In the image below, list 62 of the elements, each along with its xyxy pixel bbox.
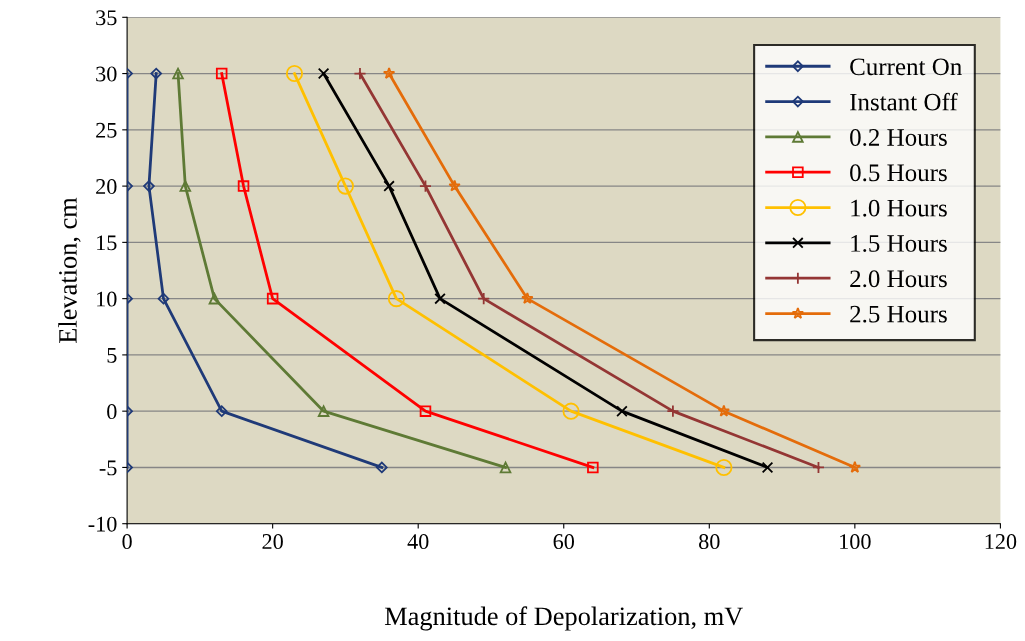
- point: [499, 461, 512, 474]
- point: [215, 67, 228, 80]
- point: [336, 177, 354, 195]
- point: [383, 180, 395, 192]
- x-axis-title: Magnitude of Depolarization, mV: [384, 606, 743, 631]
- point: [616, 405, 628, 417]
- legend-label: 2.5 Hours: [850, 305, 947, 323]
- y-tick-label: 35: [96, 10, 117, 26]
- point: [387, 290, 405, 308]
- y-tick-label: -5: [99, 460, 117, 476]
- y-axis-title: Elevation, cm: [58, 197, 81, 344]
- point: [587, 461, 599, 474]
- point: [317, 67, 330, 80]
- point: [353, 67, 367, 81]
- point: [477, 292, 491, 306]
- x-tick-label: 80: [699, 534, 720, 550]
- legend-label: 0.5 Hours: [850, 164, 947, 182]
- point: [848, 460, 862, 473]
- point: [285, 65, 304, 83]
- x-tick-label: 40: [407, 534, 429, 550]
- y-tick-label: 5: [107, 348, 117, 363]
- y-tick-label: 25: [96, 122, 117, 138]
- point: [562, 402, 580, 420]
- point: [382, 67, 396, 79]
- point: [666, 404, 680, 418]
- x-tick-label: 120: [985, 534, 1017, 550]
- point: [208, 292, 221, 305]
- x-tick-label: 0: [122, 534, 132, 550]
- point: [717, 404, 731, 417]
- point: [419, 179, 432, 193]
- point: [317, 405, 330, 417]
- legend-label: 0.2 Hours: [850, 129, 947, 146]
- legend-label: Current On: [850, 58, 962, 76]
- point: [715, 458, 733, 476]
- point: [215, 405, 228, 417]
- legend-label: 2.0 Hours: [850, 270, 947, 288]
- y-tick-label: 10: [97, 291, 117, 307]
- legend-label: 1.0 Hours: [851, 199, 947, 217]
- point: [761, 461, 774, 474]
- y-tick-label: -10: [88, 516, 117, 532]
- point: [419, 405, 432, 417]
- point: [434, 292, 446, 305]
- point: [237, 180, 250, 192]
- point: [812, 460, 825, 474]
- x-tick-label: 20: [262, 534, 283, 550]
- point: [143, 180, 155, 192]
- point: [448, 179, 461, 192]
- point: [375, 461, 388, 474]
- y-tick-label: 20: [96, 179, 117, 195]
- point: [179, 180, 192, 192]
- y-tick-label: 0: [107, 404, 117, 420]
- legend-label: Instant Off: [850, 92, 958, 111]
- point: [266, 292, 279, 305]
- x-tick-label: 100: [840, 534, 871, 550]
- point: [150, 67, 163, 80]
- point: [172, 67, 184, 80]
- y-tick-label: 30: [96, 66, 117, 82]
- point: [157, 292, 170, 305]
- legend-label: 1.5 Hours: [851, 235, 947, 252]
- x-tick-label: 60: [553, 534, 575, 550]
- point: [521, 292, 534, 305]
- y-tick-label: 15: [97, 235, 117, 251]
